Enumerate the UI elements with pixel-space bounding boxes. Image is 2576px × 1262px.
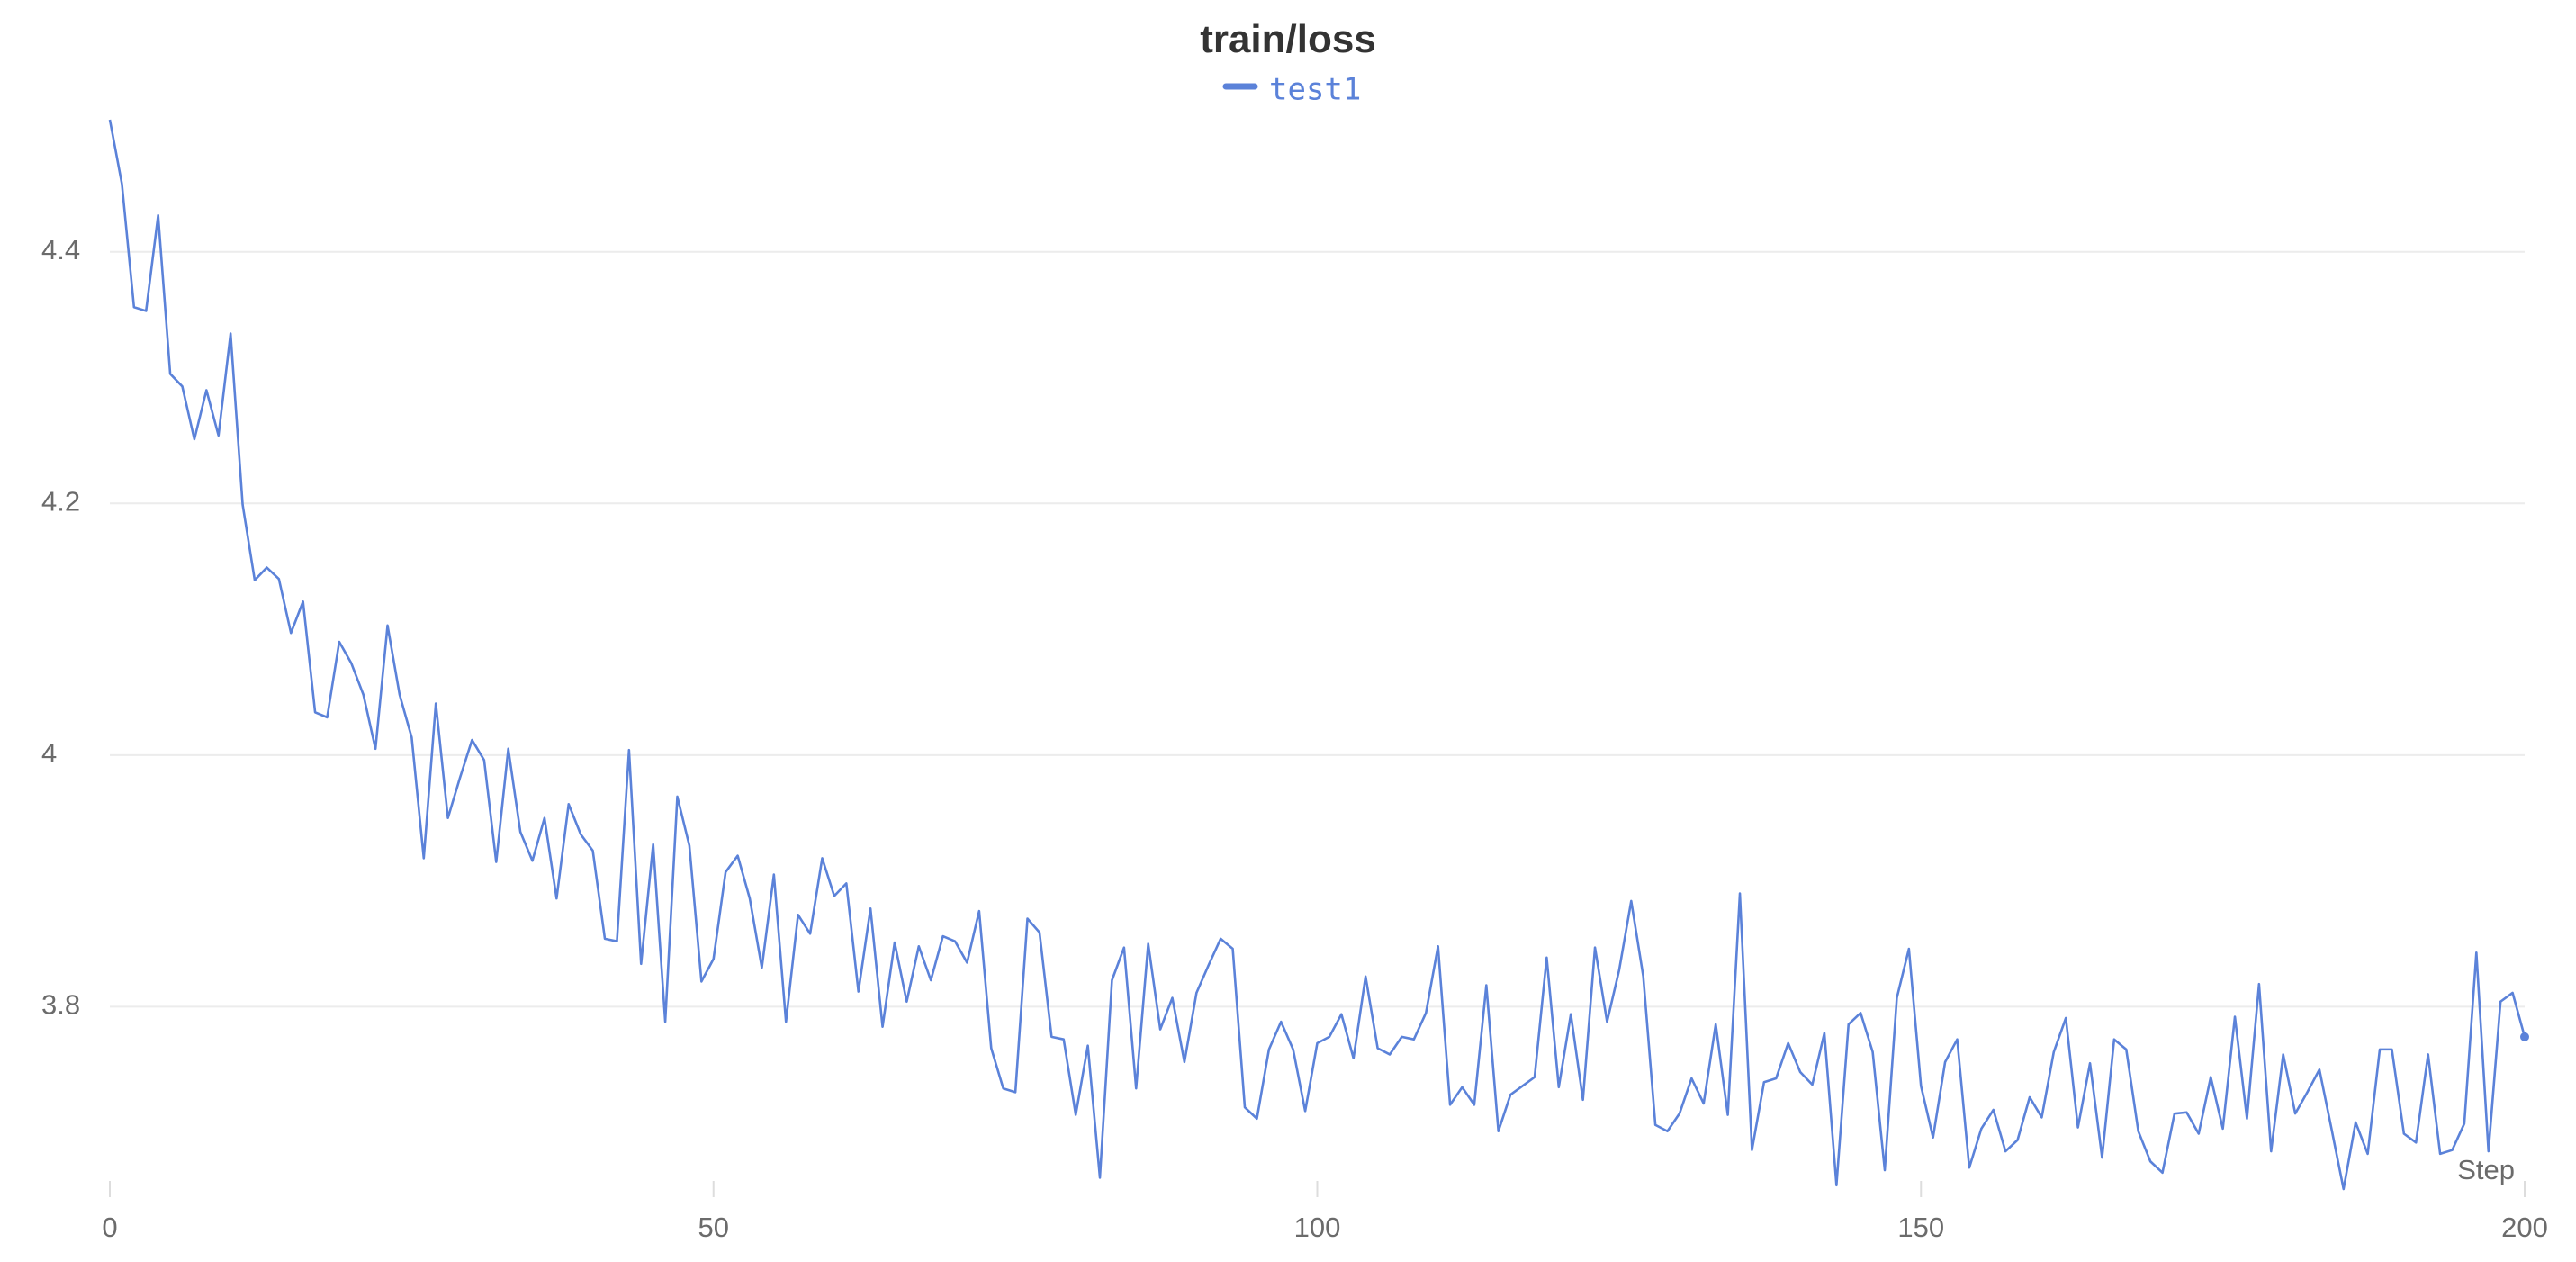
x-axis-label: Step: [2457, 1154, 2515, 1185]
x-tick-label: 200: [2501, 1212, 2548, 1243]
end-point: [2520, 1032, 2529, 1041]
x-tick-label: 150: [1897, 1212, 1944, 1243]
x-tick-label: 100: [1294, 1212, 1341, 1243]
y-tick-label: 4.4: [41, 234, 80, 266]
y-tick-label: 4.2: [41, 485, 80, 517]
x-tick-label: 0: [102, 1212, 117, 1243]
legend-label: test1: [1269, 72, 1361, 108]
y-tick-label: 3.8: [41, 989, 80, 1021]
chart-title: train/loss: [1200, 17, 1376, 61]
series-line: [108, 119, 2526, 1191]
y-tick-label: 4: [41, 737, 57, 769]
x-tick-label: 50: [698, 1212, 729, 1243]
